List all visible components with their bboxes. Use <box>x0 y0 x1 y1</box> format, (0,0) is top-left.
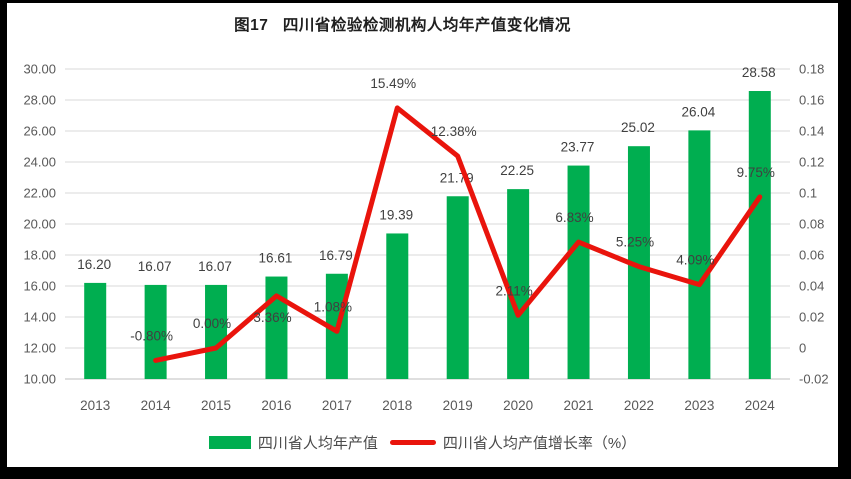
x-axis-label-2021: 2021 <box>564 398 594 413</box>
legend-item-bar-series: 四川省人均年产值 <box>208 432 378 453</box>
bar-series-swatch-icon <box>208 436 251 449</box>
bar-value-label: 26.04 <box>681 104 715 119</box>
bar-value-label: 28.58 <box>742 65 776 80</box>
left-axis-tick-label: 14.00 <box>23 310 56 325</box>
combo-chart-plot: 10.00 -0.02 12.00 0 14.00 0.02 16.00 0.04 18.00 0… <box>23 62 829 414</box>
bar-2024 <box>748 91 771 379</box>
bar-2023 <box>688 130 711 379</box>
growth-value-label: 6.83% <box>555 210 593 225</box>
x-axis-label-2013: 2013 <box>80 398 110 413</box>
chart-title: 图17 四川省检验检测机构人均年产值变化情况 <box>234 17 571 34</box>
bar-value-label: 16.79 <box>319 248 353 263</box>
x-axis-label-2019: 2019 <box>443 398 473 413</box>
growth-value-label: 1.08% <box>314 299 352 314</box>
x-axis-label-2022: 2022 <box>624 398 654 413</box>
x-axis-label-2024: 2024 <box>745 398 776 413</box>
bar-2022 <box>627 146 650 379</box>
bar-2019 <box>446 196 469 379</box>
legend-label-bar-series: 四川省人均年产值 <box>257 435 378 452</box>
left-axis-tick-label: 20.00 <box>23 217 56 232</box>
left-axis-tick-label: 10.00 <box>23 372 56 387</box>
left-axis-tick-label: 28.00 <box>23 93 56 108</box>
bar-value-label: 16.07 <box>138 259 172 274</box>
right-axis-tick-label: 0 <box>799 341 806 356</box>
right-axis-tick-label: 0.12 <box>799 155 824 170</box>
bar-2015 <box>205 284 228 379</box>
chart-container: 图17 四川省检验检测机构人均年产值变化情况 10.00 -0.02 12.00 0 1… <box>7 3 838 467</box>
bar-value-label: 16.61 <box>259 251 293 266</box>
legend-item-line-series: 四川省人均产值增长率（%） <box>382 432 636 453</box>
bar-value-label: 16.07 <box>198 259 232 274</box>
bar-value-label: 22.25 <box>500 163 534 178</box>
left-axis-tick-label: 24.00 <box>23 155 56 170</box>
bar-value-label: 23.77 <box>561 140 595 155</box>
bar-value-label: 16.20 <box>77 257 111 272</box>
x-axis-label-2016: 2016 <box>261 398 291 413</box>
left-axis-tick-label: 30.00 <box>23 62 56 77</box>
x-axis-label-2014: 2014 <box>141 398 172 413</box>
legend-label-line-series: 四川省人均产值增长率（%） <box>442 435 637 452</box>
x-axis-label-2023: 2023 <box>684 398 714 413</box>
x-axis-label-2020: 2020 <box>503 398 533 413</box>
x-axis-label-2017: 2017 <box>322 398 352 413</box>
bar-value-label: 19.39 <box>379 207 413 222</box>
growth-value-label: 5.25% <box>616 235 654 250</box>
bar-2018 <box>386 233 409 379</box>
growth-value-label: -0.80% <box>130 328 173 343</box>
x-axis-label-2015: 2015 <box>201 398 231 413</box>
bar-2021 <box>567 165 590 379</box>
left-axis-tick-label: 26.00 <box>23 124 56 139</box>
growth-value-label: 2.11% <box>495 283 532 298</box>
left-axis-tick-label: 18.00 <box>23 248 56 263</box>
growth-value-label: 12.38% <box>431 124 477 139</box>
right-axis-tick-label: -0.02 <box>799 372 829 387</box>
right-axis-tick-label: 0.14 <box>799 124 824 139</box>
bar-2016 <box>265 276 288 379</box>
line-series-swatch-icon <box>389 440 436 445</box>
right-axis-tick-label: 0.16 <box>799 93 824 108</box>
chart-legend: 四川省人均年产值 四川省人均产值增长率（%） <box>7 432 838 453</box>
growth-line <box>153 105 763 363</box>
right-axis-tick-label: 0.04 <box>799 279 824 294</box>
bar-2014 <box>144 284 167 379</box>
right-axis-tick-label: 0.1 <box>799 186 817 201</box>
growth-value-label: 9.75% <box>737 165 775 180</box>
left-axis-tick-label: 12.00 <box>23 341 56 356</box>
right-axis-tick-label: 0.18 <box>799 62 824 77</box>
right-axis-tick-label: 0.02 <box>799 310 824 325</box>
bar-2013 <box>84 282 107 379</box>
right-axis-tick-label: 0.06 <box>799 248 824 263</box>
growth-value-label: 4.09% <box>676 253 714 268</box>
bar-value-label: 25.02 <box>621 120 655 135</box>
left-axis-tick-label: 16.00 <box>23 279 56 294</box>
growth-value-label: 3.36% <box>253 310 291 325</box>
right-axis-tick-label: 0.08 <box>799 217 824 232</box>
growth-value-label: 15.49% <box>370 76 416 91</box>
left-axis-tick-label: 22.00 <box>23 186 56 201</box>
bar-2020 <box>507 189 530 379</box>
x-axis-label-2018: 2018 <box>382 398 412 413</box>
growth-value-label: 0.00% <box>193 316 231 331</box>
